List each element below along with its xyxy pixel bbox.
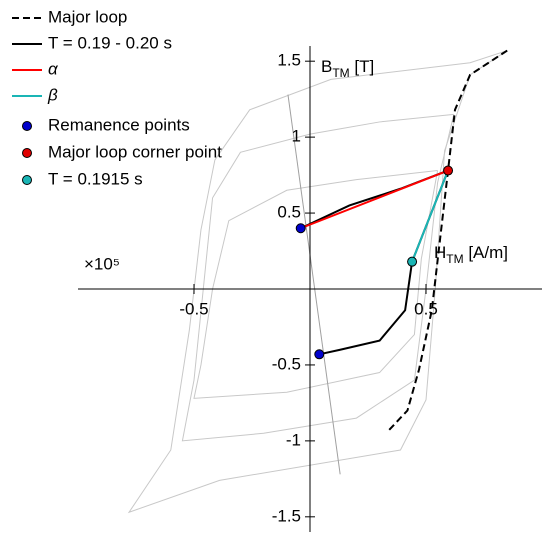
minor-loop [181,113,455,442]
point-marker [295,223,306,234]
legend: Major loop T = 0.19 - 0.20 s αβ Remanence p… [12,7,222,188]
y-tick-label: -0.5 [272,354,301,373]
series-line [300,168,450,356]
axis-label-sub: TM [446,252,463,266]
series-line [388,49,508,431]
minor-loop [287,94,341,475]
axis-label: BTM [T] [321,57,374,80]
axis-label-main: B [321,57,332,76]
y-tick-label: -1.5 [272,506,301,525]
legend-label: α [48,59,59,78]
legend-label: Major loop [48,7,127,26]
y-tick-label: 1 [292,127,301,146]
x-tick-label: -0.5 [179,299,208,318]
y-tick-label: -1 [286,430,301,449]
y-tick-label: 1.5 [277,51,301,70]
point-marker [443,165,454,176]
point-marker [407,256,418,267]
axis-label: HTM [A/m] [434,243,508,266]
legend-label: Remanence points [48,115,190,134]
axis-label-sub: TM [332,66,349,80]
x-tick-label: 0.5 [414,299,438,318]
axis-label-main: H [434,243,446,262]
legend-marker [22,175,32,185]
legend-marker [22,121,32,131]
legend-label: β [47,85,58,104]
series-line [411,170,449,263]
point-marker [314,349,325,360]
minor-loop [127,50,508,514]
legend-label: T = 0.1915 s [48,169,143,188]
legend-marker [22,148,32,158]
legend-label: T = 0.19 - 0.20 s [48,33,172,52]
x-multiplier: ×10⁵ [84,254,120,273]
y-tick-label: 0.5 [277,203,301,222]
axis-label-unit: [A/m] [464,243,508,262]
legend-label: Major loop corner point [48,142,222,161]
axis-label-unit: [T] [350,57,375,76]
series-line [300,169,449,230]
minor-loop [193,170,439,399]
